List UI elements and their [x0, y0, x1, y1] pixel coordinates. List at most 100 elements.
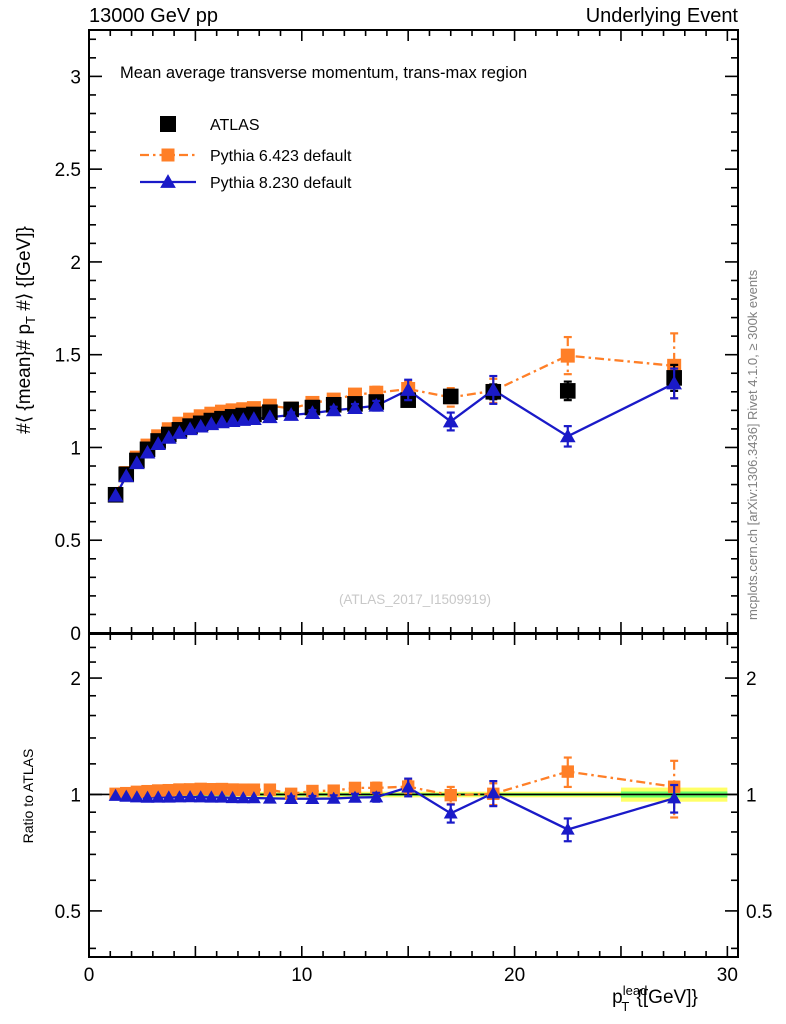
- pythia8-ratio-marker: [236, 791, 251, 804]
- pythia8-marker: [666, 375, 683, 390]
- pythia8-ratio-marker: [443, 806, 458, 819]
- main-y-tick-label: 1.5: [55, 346, 81, 367]
- pythia8-ratio-marker: [183, 790, 198, 803]
- main-y-tick-label: 2: [70, 253, 81, 274]
- watermark-analysis-id: (ATLAS_2017_I1509919): [339, 592, 491, 607]
- pythia8-marker: [400, 382, 417, 396]
- pythia8-marker: [214, 414, 230, 429]
- x-tick-label: 10: [291, 965, 312, 986]
- pythia6-ratio-marker: [226, 783, 239, 796]
- pythia6-ratio-marker: [247, 783, 261, 796]
- pythia8-marker: [107, 487, 124, 502]
- pythia8-marker: [246, 411, 262, 425]
- pythia8-ratio-marker: [140, 790, 155, 803]
- pythia8-marker: [224, 413, 241, 427]
- pythia8-ratio-marker: [119, 789, 134, 802]
- pythia6-ratio-marker: [561, 765, 574, 778]
- main-y-tick-label: 3: [70, 67, 81, 88]
- pythia6-ratio-marker: [327, 784, 340, 797]
- pythia6-marker: [560, 348, 575, 363]
- legend-label-2: Pythia 8.230 default: [210, 175, 352, 192]
- pythia8-ratio-marker: [193, 790, 208, 803]
- pythia8-marker: [368, 397, 385, 412]
- ratio-panel: 0.5 0.51 12 20 10 20 30: [55, 633, 772, 986]
- main-y-tick-label: 0.5: [55, 531, 81, 552]
- legend-marker-1: [161, 148, 175, 162]
- x-tick-label: 30: [717, 965, 738, 986]
- pythia8-ratio-marker: [667, 791, 682, 804]
- legend-label-0: ATLAS: [210, 117, 260, 134]
- ratio-y-tick-label: 2: [70, 669, 81, 690]
- pythia6-ratio-marker: [173, 783, 186, 796]
- pythia8-ratio-marker: [108, 788, 123, 801]
- ratio-y-tick-label: 1: [70, 785, 81, 806]
- pythia8-ratio-marker: [151, 790, 166, 803]
- atlas-marker: [559, 383, 576, 399]
- pythia6-ratio-marker: [444, 788, 457, 802]
- ratio-y-axis-label: Ratio to ATLAS: [20, 749, 36, 844]
- pythia8-ratio-marker: [215, 790, 229, 803]
- pythia8-ratio-marker: [225, 790, 240, 804]
- pythia6-ratio-marker: [215, 782, 229, 796]
- pythia8-ratio-marker: [204, 790, 219, 803]
- pythia8-marker: [325, 402, 342, 417]
- pythia8-marker: [150, 436, 166, 451]
- pythia8-ratio-marker: [262, 791, 277, 804]
- main-y-tick-label: 1: [70, 438, 81, 459]
- pythia8-ratio-marker: [284, 791, 299, 804]
- pythia8-marker: [304, 405, 321, 420]
- x-axis-label: plead T {[GeV]}: [612, 983, 698, 1014]
- ratio-y-tick-label-right: 1: [746, 785, 757, 806]
- pythia8-ratio-marker: [305, 791, 320, 804]
- pythia8-marker: [160, 429, 177, 444]
- pythia8-marker: [129, 455, 145, 470]
- pythia8-marker: [171, 425, 188, 439]
- legend-label-1: Pythia 6.423 default: [210, 148, 352, 165]
- pythia8-marker: [118, 468, 135, 483]
- ratio-plot-frame: [88, 633, 739, 958]
- pythia6-ratio-marker: [194, 782, 207, 796]
- pythia6-ratio-marker: [370, 781, 383, 795]
- pythia6-ratio-marker: [183, 783, 197, 796]
- pythia8-ratio-marker: [560, 822, 575, 835]
- pythia8-ratio-marker: [401, 780, 416, 793]
- pythia8-ratio-marker: [172, 790, 187, 803]
- pythia6-ratio-marker: [348, 781, 362, 795]
- main-plot-title: Mean average transverse momentum, trans-…: [120, 64, 527, 82]
- side-note-mcplots: mcplots.cern.ch [arXiv:1306.3436]: [745, 423, 760, 620]
- pythia6-ratio-marker: [263, 783, 277, 796]
- main-y-axis-label: #⟨ {mean}# pT #⟩ {[GeV]}: [14, 226, 38, 434]
- pythia8-marker: [559, 428, 576, 443]
- pythia8-marker: [442, 413, 459, 428]
- x-tick-label: 0: [84, 965, 95, 986]
- header-right-text: Underlying Event: [586, 5, 739, 27]
- pythia8-ratio-marker: [129, 790, 144, 803]
- legend-marker-2: [160, 174, 176, 188]
- pythia8-ratio-marker: [161, 790, 176, 803]
- main-y-tick-label: 0: [70, 624, 81, 645]
- pythia6-ratio-marker: [237, 783, 250, 796]
- main-y-tick-label: 2.5: [55, 160, 81, 181]
- atlas-marker: [442, 388, 459, 405]
- side-note-rivet: Rivet 4.1.0, ≥ 300k events: [745, 269, 760, 420]
- pythia8-ratio-marker: [326, 791, 341, 804]
- ratio-y-tick-label-right: 2: [746, 669, 757, 690]
- pythia8-marker: [139, 444, 156, 459]
- main-panel: 0 0.5 1 1.5 2 2.5 3: [55, 29, 739, 645]
- ratio-y-tick-label: 0.5: [55, 902, 81, 923]
- axis-labels: Mean average transverse momentum, trans-…: [14, 64, 698, 1014]
- pythia6-ratio-marker: [162, 783, 175, 797]
- pythia8-ratio-marker: [369, 790, 384, 803]
- pythia8-marker: [283, 407, 299, 421]
- pythia8-marker: [235, 412, 252, 426]
- pythia8-ratio-marker: [348, 790, 362, 803]
- x-tick-label: 20: [504, 965, 525, 986]
- pythia8-marker: [485, 382, 502, 396]
- pythia8-ratio-marker: [486, 786, 501, 799]
- pythia8-marker: [347, 400, 363, 415]
- pythia8-ratio-marker: [246, 791, 261, 804]
- pythia6-ratio-marker: [306, 784, 319, 798]
